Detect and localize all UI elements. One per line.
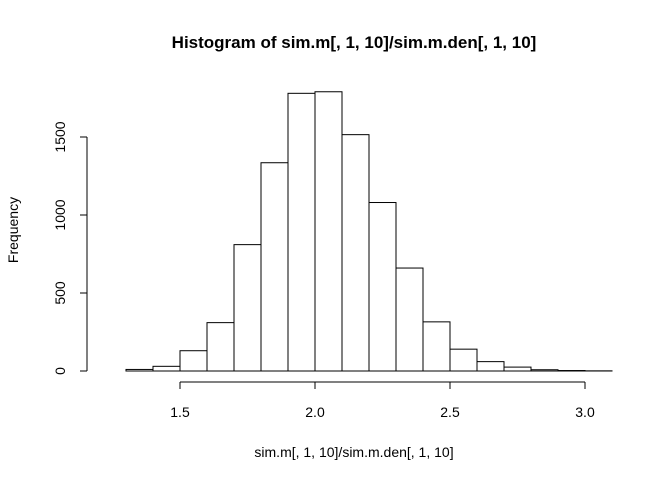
chart-title: Histogram of sim.m[, 1, 10]/sim.m.den[, … <box>172 33 537 52</box>
y-axis-label: Frequency <box>5 197 21 263</box>
histogram-bar-13 <box>422 321 451 372</box>
histogram-bar-3 <box>152 365 181 372</box>
histogram-bar-10 <box>341 134 370 372</box>
x-tick-label: 2.5 <box>440 404 460 420</box>
y-tick-label: 1500 <box>52 121 68 152</box>
histogram-bar-14 <box>449 348 478 372</box>
histogram-bar-15 <box>476 361 505 372</box>
histogram-bar-2 <box>125 368 154 372</box>
histogram-bar-16 <box>503 366 532 372</box>
histogram-bar-12 <box>395 267 424 372</box>
bars-group <box>125 91 613 372</box>
x-axis: 1.5 2.0 2.5 3.0 <box>170 381 595 420</box>
y-tick-label: 500 <box>52 281 68 305</box>
x-axis-label: sim.m[, 1, 10]/sim.m.den[, 1, 10] <box>254 444 453 460</box>
histogram-bar-4 <box>179 350 208 372</box>
histogram-bar-7 <box>260 162 289 372</box>
y-tick-label: 0 <box>52 367 68 375</box>
x-tick-label: 2.0 <box>305 404 325 420</box>
histogram-bar-8 <box>287 92 316 372</box>
histogram-bar-9 <box>314 91 343 372</box>
y-tick-label: 1000 <box>52 199 68 230</box>
x-tick-label: 1.5 <box>170 404 190 420</box>
histogram-bar-6 <box>233 244 262 372</box>
x-tick-label: 3.0 <box>575 404 595 420</box>
histogram-bar-5 <box>206 322 235 372</box>
histogram-bar-17 <box>530 369 559 372</box>
histogram-bar-11 <box>368 202 397 372</box>
y-axis: 0 500 1000 1500 <box>52 121 88 375</box>
